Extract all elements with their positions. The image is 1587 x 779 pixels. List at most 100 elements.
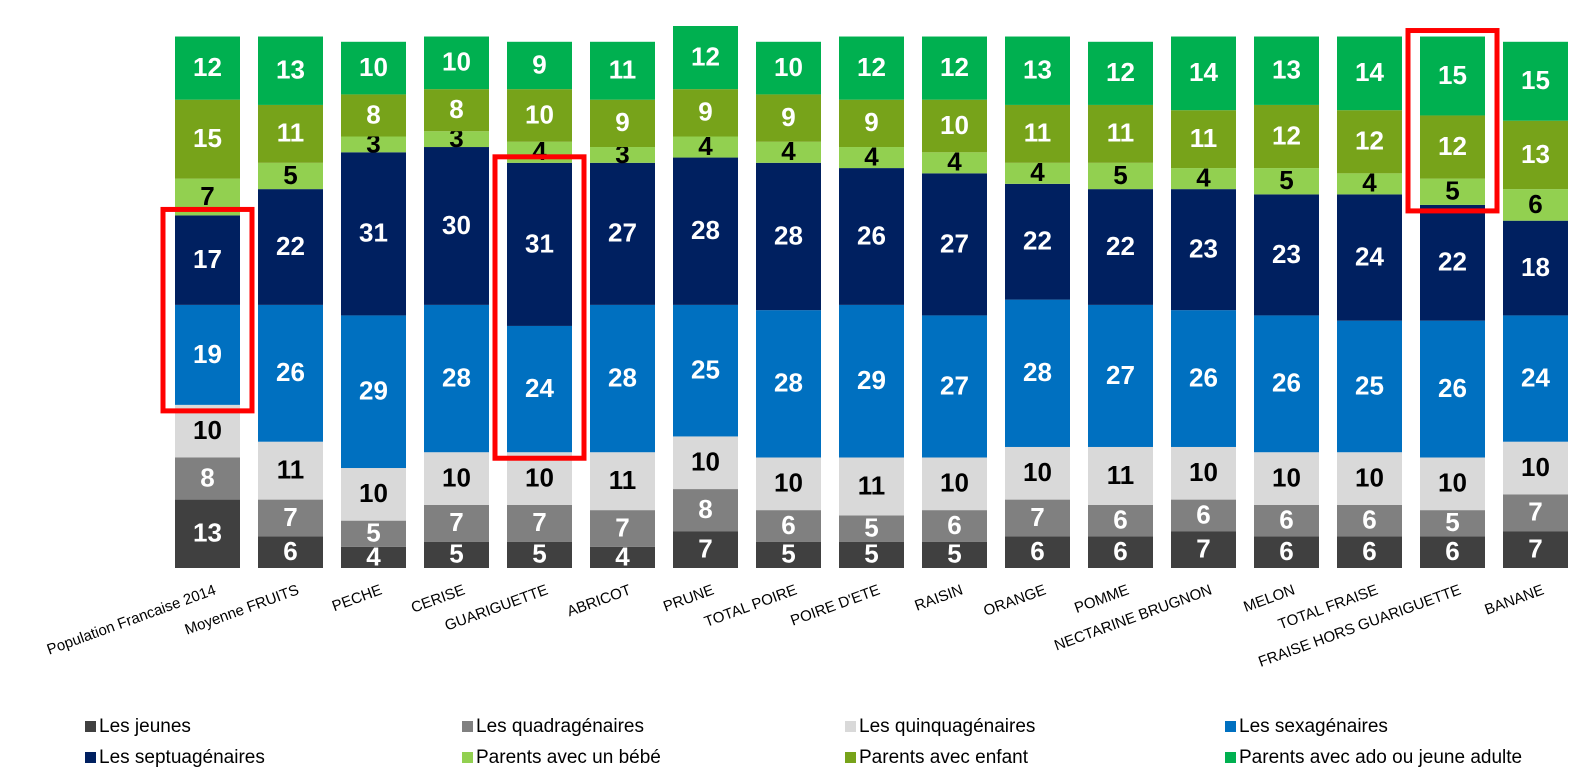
category-label: POMME [1072, 582, 1131, 617]
segment-label: 7 [1528, 497, 1542, 527]
segment-label: 28 [608, 362, 637, 392]
segment-label: 8 [698, 494, 712, 524]
segment-label: 6 [781, 510, 795, 540]
category-label: ABRICOT [565, 582, 633, 621]
segment-label: 28 [1023, 357, 1052, 387]
segment-label: 6 [1196, 499, 1210, 529]
bar-segment [1171, 189, 1236, 311]
segment-label: 10 [525, 462, 554, 492]
bar-segment [673, 304, 738, 437]
legend-swatch [85, 752, 96, 763]
segment-label: 28 [442, 362, 471, 392]
category-label: MELON [1241, 582, 1297, 616]
bar-segment [1503, 494, 1568, 532]
segment-label: 11 [1024, 118, 1052, 148]
segment-label: 9 [615, 107, 629, 137]
segment-label: 10 [940, 468, 969, 498]
bar-segment [922, 36, 987, 100]
segment-label: 30 [442, 210, 471, 240]
bar-segment [1337, 452, 1402, 505]
segment-label: 24 [1521, 362, 1550, 392]
bar-segment [175, 499, 240, 568]
segment-label: 10 [940, 110, 969, 140]
segment-label: 11 [277, 455, 305, 485]
bar-segment [590, 546, 655, 568]
bar-segment [424, 89, 489, 132]
segment-label: 8 [449, 94, 463, 124]
segment-label: 10 [1355, 462, 1384, 492]
segment-label: 5 [864, 512, 878, 542]
bar-segment [673, 136, 738, 158]
bar-segment [1337, 194, 1402, 321]
legend-label: Parents avec enfant [859, 747, 1029, 768]
segment-label: 6 [1362, 536, 1376, 566]
bar-segment [1088, 104, 1153, 163]
segment-label: 5 [1279, 165, 1293, 195]
legend-label: Parents avec un bébé [476, 747, 661, 768]
bar-segment [424, 131, 489, 148]
bar-segment [175, 99, 240, 179]
segment-label: 4 [947, 147, 962, 177]
segment-label: 4 [698, 131, 713, 161]
segment-label: 12 [691, 41, 720, 71]
segment-label: 5 [1113, 160, 1127, 190]
bar-segment [1005, 536, 1070, 568]
segment-label: 10 [1189, 457, 1218, 487]
segment-label: 6 [1279, 505, 1293, 535]
bar-segment [1254, 504, 1319, 537]
bar-segment [1337, 320, 1402, 453]
bar-segment [507, 89, 572, 142]
segment-label: 5 [864, 539, 878, 569]
segment-label: 27 [940, 370, 969, 400]
segment-label: 4 [1196, 162, 1211, 192]
bar-segment [507, 541, 572, 568]
bar-segment [258, 104, 323, 163]
bar-segment [1005, 183, 1070, 300]
segment-label: 12 [1438, 131, 1467, 161]
bar-segment [922, 152, 987, 174]
segment-label: 6 [1445, 536, 1459, 566]
segment-label: 5 [283, 160, 297, 190]
bar-segment [1503, 531, 1568, 568]
segment-label: 14 [1189, 57, 1218, 87]
segment-label: 13 [1521, 139, 1550, 169]
segment-label: 6 [1279, 536, 1293, 566]
bar-segment [258, 536, 323, 568]
bar-segment [175, 404, 240, 458]
bar-segment [922, 541, 987, 568]
legend-swatch [845, 752, 856, 763]
bar-segment [756, 162, 821, 311]
segment-label: 10 [1521, 452, 1550, 482]
bar-segment [839, 168, 904, 305]
segment-label: 6 [283, 536, 297, 566]
bar-segment [258, 36, 323, 105]
segment-label: 29 [857, 365, 886, 395]
segment-label: 7 [283, 502, 297, 532]
bar-segment [1171, 310, 1236, 447]
bar-segment [839, 304, 904, 458]
segment-label: 15 [193, 123, 222, 153]
bar-segment [507, 162, 572, 326]
bar-segment [1254, 536, 1319, 568]
bar-segment [424, 541, 489, 568]
bar-segment [1005, 104, 1070, 163]
bar-segment [922, 173, 987, 316]
segment-label: 7 [1030, 502, 1044, 532]
segment-label: 23 [1189, 234, 1218, 264]
segment-label: 6 [947, 510, 961, 540]
bar-segment [341, 41, 406, 95]
bar-segment [1503, 315, 1568, 442]
segment-label: 24 [525, 373, 554, 403]
segment-label: 23 [1272, 239, 1301, 269]
bar-segment [341, 136, 406, 153]
segment-label: 27 [1106, 360, 1135, 390]
bar-segment [1088, 162, 1153, 190]
bar-segment [1503, 220, 1568, 316]
bar-segment [673, 157, 738, 305]
segment-label: 26 [276, 357, 305, 387]
segment-label: 7 [449, 507, 463, 537]
category-label: POIRE D'ETE [788, 582, 882, 630]
segment-label: 28 [774, 368, 803, 398]
segment-label: 28 [691, 215, 720, 245]
segment-label: 9 [864, 107, 878, 137]
